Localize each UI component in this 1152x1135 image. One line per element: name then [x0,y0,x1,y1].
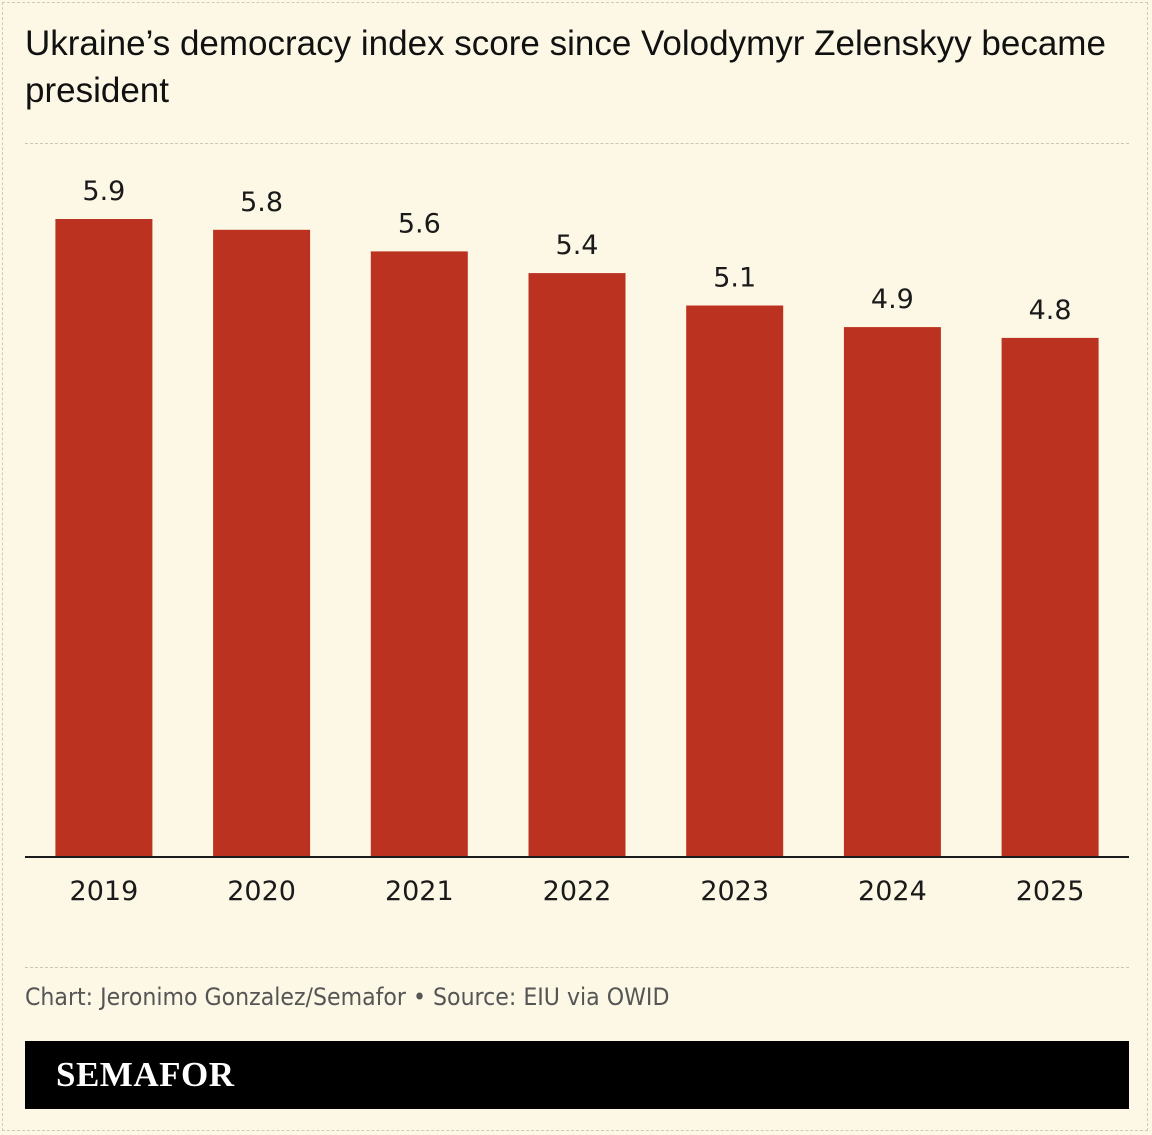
value-labels-group: 5.9 5.8 5.6 5.4 5.1 4.9 4.8 [82,176,1071,326]
bar-2023 [686,305,784,857]
x-tick-label-2025: 2025 [1016,876,1085,907]
bar-2019 [55,219,153,857]
value-label-2020: 5.8 [240,187,283,218]
x-tick-labels-group: 2019 2020 2021 2022 2023 2024 2025 [70,876,1085,907]
brand-footer-bar: SEMAFOR [25,1041,1129,1109]
bar-2025 [1001,337,1099,857]
semafor-logo: SEMAFOR [56,1055,235,1094]
bar-2020 [213,229,311,858]
source-credit: Chart: Jeronimo Gonzalez/Semafor • Sourc… [25,983,670,1011]
x-tick-label-2019: 2019 [70,876,139,907]
top-divider [25,143,1129,144]
value-label-2019: 5.9 [82,176,125,207]
value-label-2025: 4.8 [1029,295,1072,326]
bars-group [55,219,1099,858]
x-tick-label-2022: 2022 [543,876,612,907]
x-tick-label-2020: 2020 [227,876,296,907]
value-label-2024: 4.9 [871,284,914,315]
x-tick-label-2021: 2021 [385,876,454,907]
bar-chart: 5.9 5.85.65.45.14.9 4.8 2019 2020 2021 2022 20… [25,176,1129,907]
x-tick-label-2023: 2023 [700,876,769,907]
value-label-2022: 5.4 [556,230,599,261]
value-label-2023: 5.1 [713,263,756,294]
bar-2021 [370,251,468,857]
value-label-2021: 5.6 [398,208,441,239]
bottom-divider [25,967,1129,968]
bar-2022 [528,273,626,858]
x-tick-label-2024: 2024 [858,876,927,907]
bar-2024 [843,327,941,858]
chart-title: Ukraine’s democracy index score since Vo… [25,24,1106,110]
